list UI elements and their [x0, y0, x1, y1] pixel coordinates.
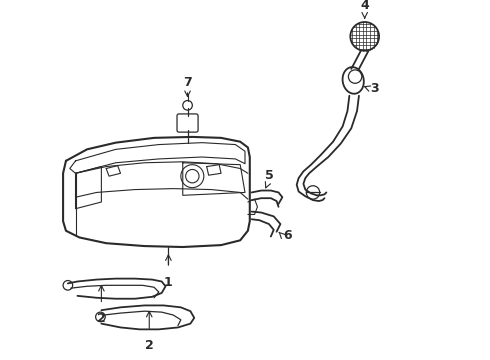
Text: 2: 2 [145, 339, 154, 352]
Text: 3: 3 [370, 82, 379, 95]
Text: 6: 6 [283, 229, 292, 242]
Text: 4: 4 [360, 0, 369, 13]
Text: 7: 7 [183, 76, 192, 89]
Text: 1: 1 [164, 276, 173, 289]
Text: 2: 2 [97, 312, 106, 325]
Text: 5: 5 [265, 169, 273, 182]
